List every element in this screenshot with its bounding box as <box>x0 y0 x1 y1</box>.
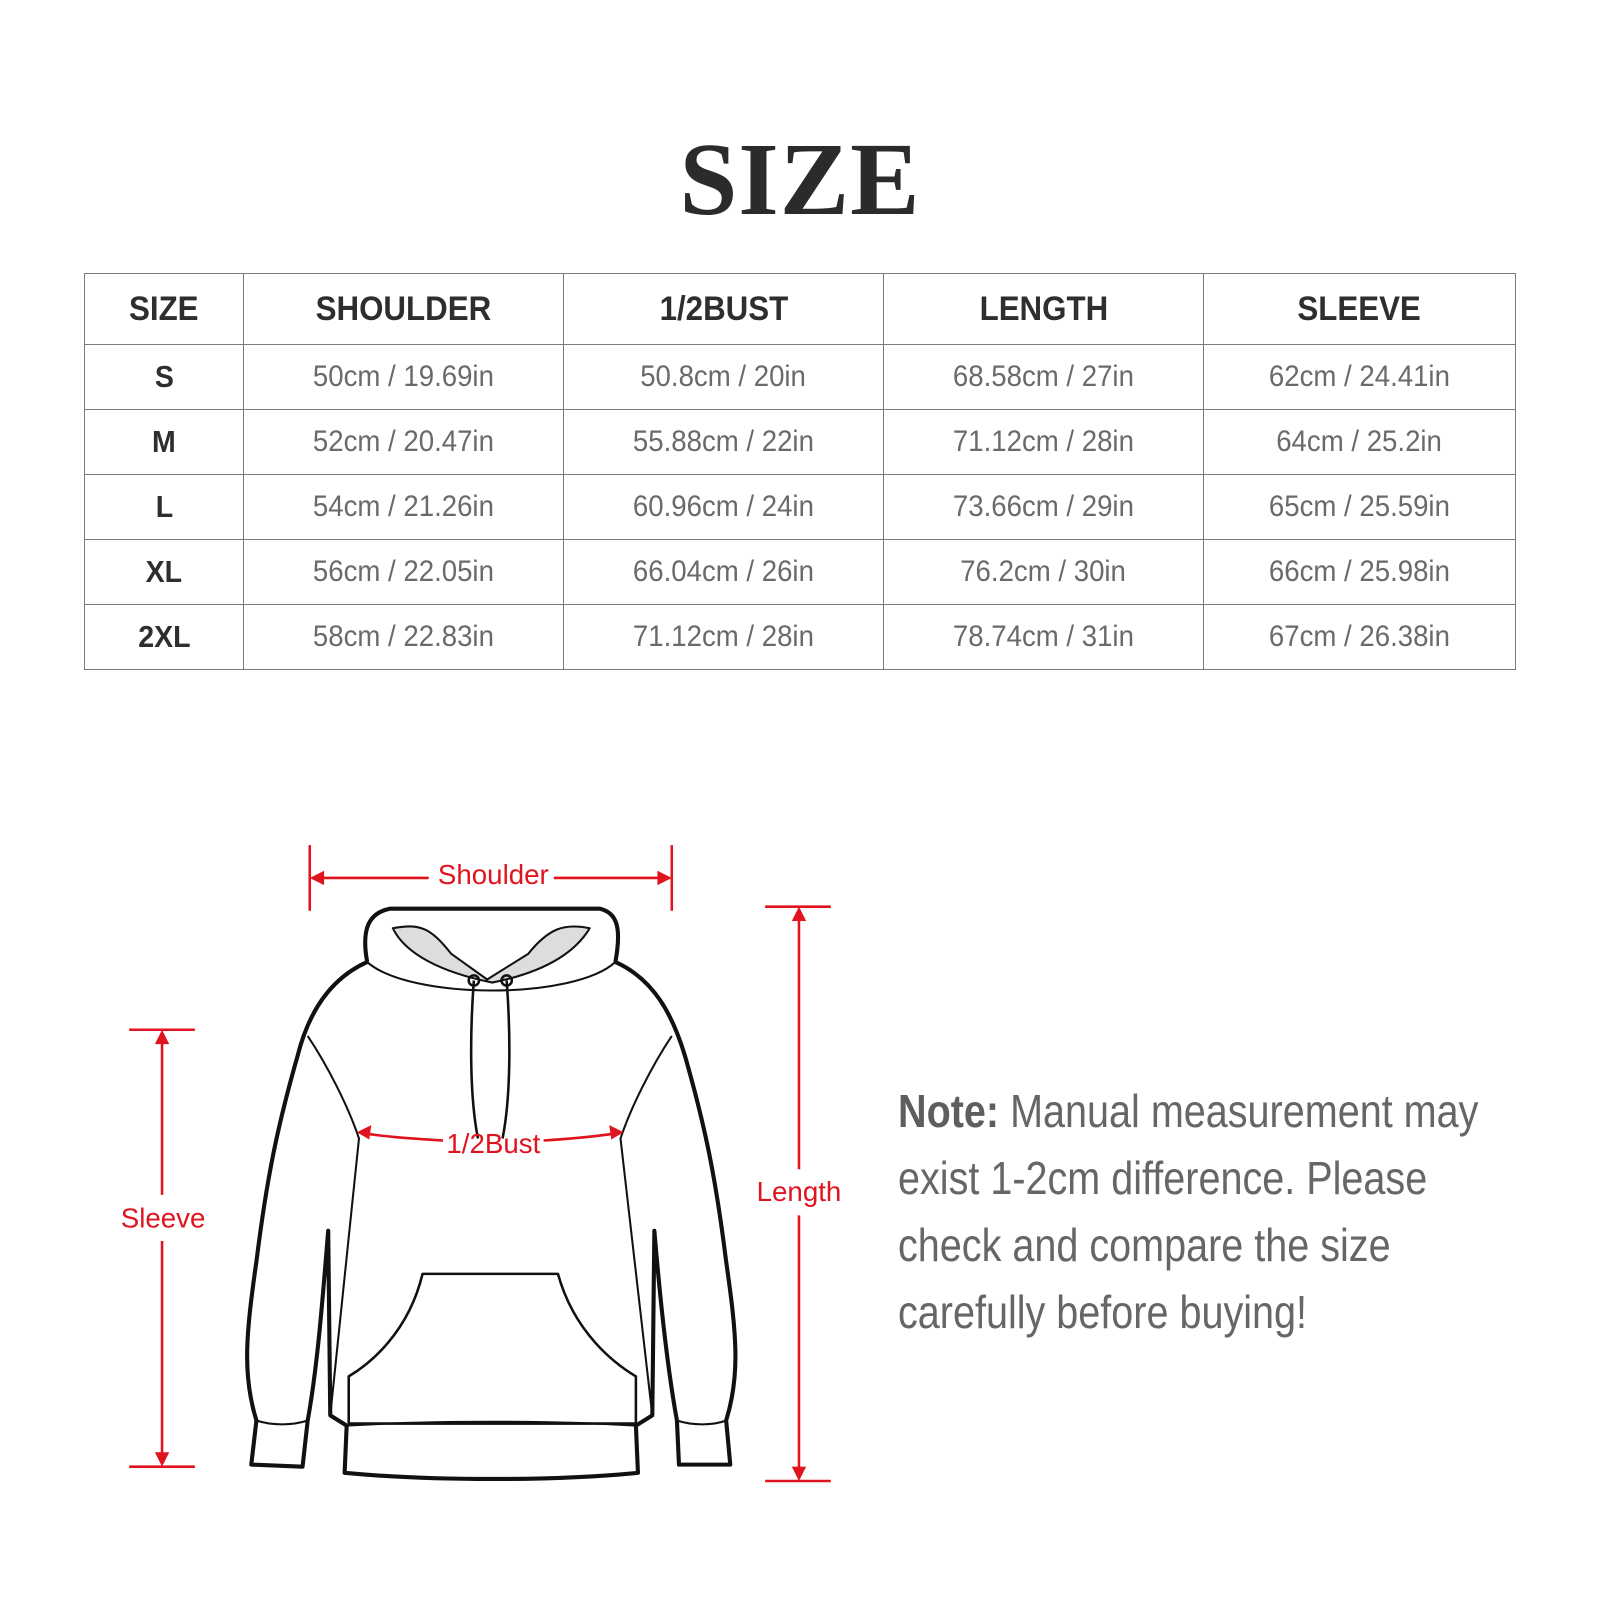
cell-bust: 55.88cm / 22in <box>563 409 884 475</box>
measurement-arrows <box>129 845 831 1483</box>
table-header-row: SIZE SHOULDER 1/2BUST LENGTH SLEEVE <box>84 273 1516 345</box>
header-sleeve: SLEEVE <box>1203 273 1516 345</box>
cell-shoulder: 58cm / 22.83in <box>243 604 564 670</box>
cell-size: 2XL <box>84 604 244 670</box>
page-title: SIZE <box>679 122 921 237</box>
cell-size: XL <box>84 539 244 605</box>
cell-shoulder: 50cm / 19.69in <box>243 344 564 410</box>
cell-sleeve: 65cm / 25.59in <box>1203 474 1516 540</box>
hoodie-outline <box>245 906 738 1482</box>
table-row: L 54cm / 21.26in 60.96cm / 24in 73.66cm / 2… <box>84 474 1516 540</box>
table-row: S 50cm / 19.69in 50.8cm / 20in 68.58cm / 27… <box>84 344 1516 410</box>
cell-length: 73.66cm / 29in <box>883 474 1204 540</box>
cell-sleeve: 67cm / 26.38in <box>1203 604 1516 670</box>
header-length: LENGTH <box>883 273 1204 345</box>
note-line: exist 1-2cm difference. Please <box>898 1152 1428 1204</box>
note-line: Manual measurement may <box>1010 1085 1479 1137</box>
sleeve-label: Sleeve <box>121 1203 206 1234</box>
cell-shoulder: 52cm / 20.47in <box>243 409 564 475</box>
header-size: SIZE <box>84 273 244 345</box>
header-bust: 1/2BUST <box>563 273 884 345</box>
cell-sleeve: 66cm / 25.98in <box>1203 539 1516 605</box>
note-line: check and compare the size <box>898 1219 1391 1271</box>
table-row: M 52cm / 20.47in 55.88cm / 22in 71.12cm / 2… <box>84 409 1516 475</box>
cell-bust: 66.04cm / 26in <box>563 539 884 605</box>
cell-sleeve: 64cm / 25.2in <box>1203 409 1516 475</box>
cell-shoulder: 54cm / 21.26in <box>243 474 564 540</box>
cell-bust: 60.96cm / 24in <box>563 474 884 540</box>
note-label: Note: <box>898 1085 1000 1137</box>
measurement-note: Note: Manual measurement may exist 1-2cm… <box>898 1078 1578 1346</box>
cell-length: 78.74cm / 31in <box>883 604 1204 670</box>
table-row: XL 56cm / 22.05in 66.04cm / 26in 76.2cm / 3… <box>84 539 1516 605</box>
cell-size: M <box>84 409 244 475</box>
shoulder-label: Shoulder <box>438 859 549 890</box>
cell-shoulder: 56cm / 22.05in <box>243 539 564 605</box>
bust-label: 1/2Bust <box>446 1128 540 1159</box>
cell-bust: 50.8cm / 20in <box>563 344 884 410</box>
table-row: 2XL 58cm / 22.83in 71.12cm / 28in 78.74cm /… <box>84 604 1516 670</box>
note-line: carefully before buying! <box>898 1286 1308 1338</box>
length-label: Length <box>757 1176 842 1207</box>
cell-length: 71.12cm / 28in <box>883 409 1204 475</box>
cell-sleeve: 62cm / 24.41in <box>1203 344 1516 410</box>
cell-size: S <box>84 344 244 410</box>
cell-size: L <box>84 474 244 540</box>
size-table: SIZE SHOULDER 1/2BUST LENGTH SLEEVE S 50c… <box>84 273 1516 670</box>
